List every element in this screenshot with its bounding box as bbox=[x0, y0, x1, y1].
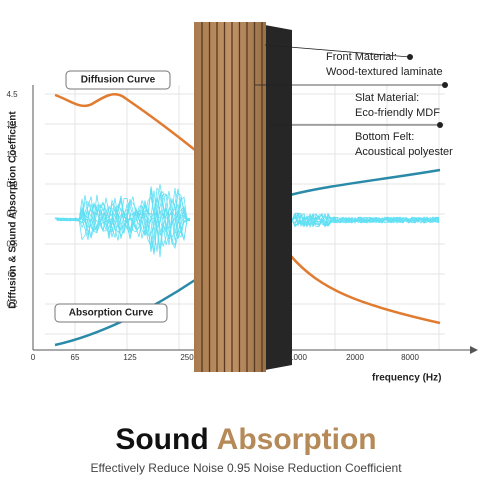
pointer-dot bbox=[437, 122, 443, 128]
material-text: Eco-friendly MDF bbox=[355, 107, 440, 119]
pointer-dot bbox=[407, 54, 413, 60]
x-axis-title: frequency (Hz) bbox=[372, 373, 441, 384]
diffusion-curve bbox=[55, 94, 195, 150]
x-label: 0 bbox=[31, 353, 36, 362]
y-label: 4.5 bbox=[6, 90, 18, 99]
headline-part: Absorption bbox=[217, 423, 377, 456]
y-axis-title: Diffusion & Sound Absorption Coefficient bbox=[8, 111, 19, 309]
headline-part: Sound bbox=[115, 423, 208, 456]
infographic: 4.51.11.10.90.70.5650.20 65 125 250 1000 2000… bbox=[0, 0, 493, 490]
x-label: 250 bbox=[180, 353, 194, 362]
curve-label: Absorption Curve bbox=[69, 308, 154, 319]
tagline: Effectively Reduce Noise 0.95 Noise Redu… bbox=[90, 461, 402, 475]
absorption-curve-right bbox=[290, 170, 440, 195]
headline: Sound Absorption bbox=[115, 423, 376, 456]
material-text: Acoustical polyester bbox=[355, 146, 453, 158]
x-label: 65 bbox=[71, 353, 80, 362]
material-title: Slat Material: bbox=[355, 92, 419, 104]
x-arrow bbox=[470, 346, 478, 354]
x-label: 125 bbox=[123, 353, 137, 362]
x-label: 8000 bbox=[401, 353, 419, 362]
x-label: 1000 bbox=[289, 353, 307, 362]
curve-label: Diffusion Curve bbox=[81, 75, 156, 86]
pointer-dot bbox=[442, 82, 448, 88]
material-title: Front Material: bbox=[326, 51, 397, 63]
material-text: Wood-textured laminate bbox=[326, 66, 443, 78]
x-label: 2000 bbox=[346, 353, 364, 362]
material-title: Bottom Felt: bbox=[355, 131, 414, 143]
diffusion-curve-right bbox=[290, 255, 440, 323]
wood-panel bbox=[194, 22, 266, 372]
